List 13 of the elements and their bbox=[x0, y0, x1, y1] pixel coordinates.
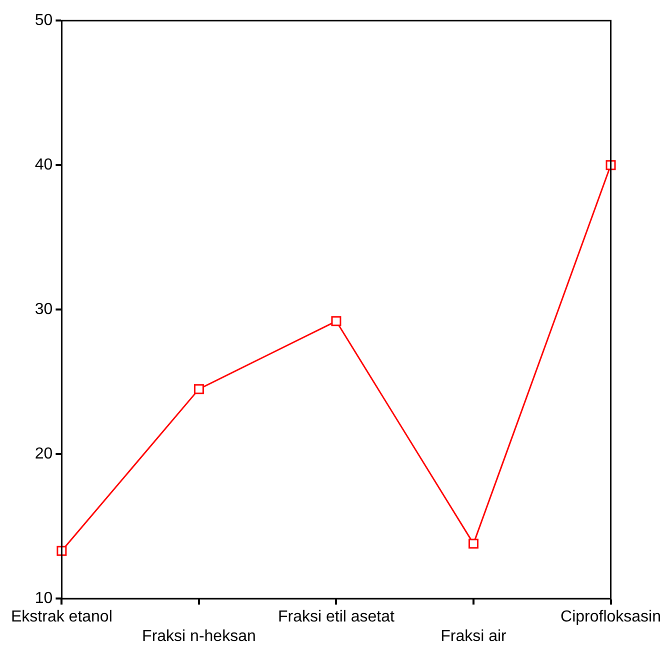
y-tick-label: 50 bbox=[34, 12, 53, 30]
y-tick-label: 40 bbox=[34, 156, 53, 174]
point bbox=[194, 384, 204, 394]
x-tick-label: Ekstrak etanol bbox=[10, 608, 112, 626]
y-tick-label: 20 bbox=[34, 446, 53, 463]
point bbox=[468, 538, 478, 549]
point bbox=[331, 316, 342, 326]
y-tick-label: 10 bbox=[34, 590, 53, 608]
x-tick-label: Fraksi n-heksan bbox=[142, 628, 256, 645]
x-tick-label: Ciprofloksasin bbox=[560, 608, 661, 626]
y-tick-label: 30 bbox=[34, 301, 53, 318]
x-tick-label: Fraksi etil asetat bbox=[278, 608, 396, 626]
x-tick-label: Fraksi air bbox=[440, 628, 508, 645]
